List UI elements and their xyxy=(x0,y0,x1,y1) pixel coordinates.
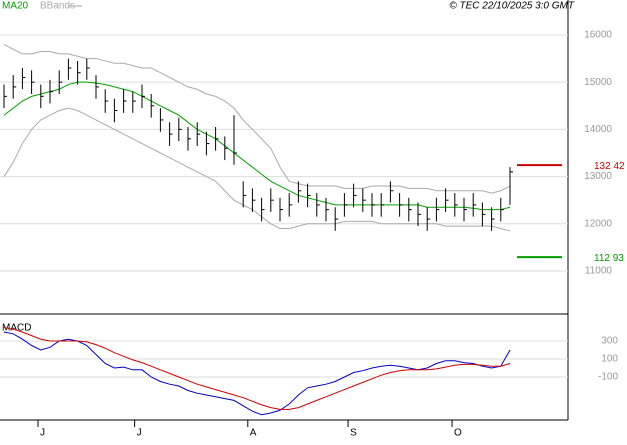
y2-tick-label: -100 xyxy=(598,372,618,383)
legend-bbands: BBands xyxy=(40,1,75,12)
y-tick-label: 13000 xyxy=(584,171,612,182)
x-tick-label: J xyxy=(40,428,45,439)
series-line xyxy=(3,81,511,211)
y-tick-label: 14000 xyxy=(584,124,612,135)
y-tick-label: 15000 xyxy=(584,77,612,88)
x-tick-label: S xyxy=(350,428,357,439)
macd-line xyxy=(3,331,511,416)
legend-ma20: MA20 xyxy=(2,1,29,12)
y-tick-label: 16000 xyxy=(584,30,612,41)
y2-tick-label: 300 xyxy=(601,336,618,347)
level-label: 112 93 xyxy=(594,253,624,264)
x-tick-label: A xyxy=(250,428,257,439)
macd-line xyxy=(3,327,511,410)
y-tick-label: 12000 xyxy=(584,218,612,229)
x-tick-label: O xyxy=(454,428,462,439)
y-tick-label: 11000 xyxy=(585,266,613,277)
y2-tick-label: 100 xyxy=(601,354,618,365)
credit: © TEC 22/10/2025 3:0 GMT xyxy=(449,1,575,12)
series-line xyxy=(3,43,511,194)
indicator-title: MACD xyxy=(2,323,31,334)
level-label: 132 42 xyxy=(594,161,625,172)
band-lower xyxy=(3,107,511,232)
x-tick-label: J xyxy=(137,428,142,439)
